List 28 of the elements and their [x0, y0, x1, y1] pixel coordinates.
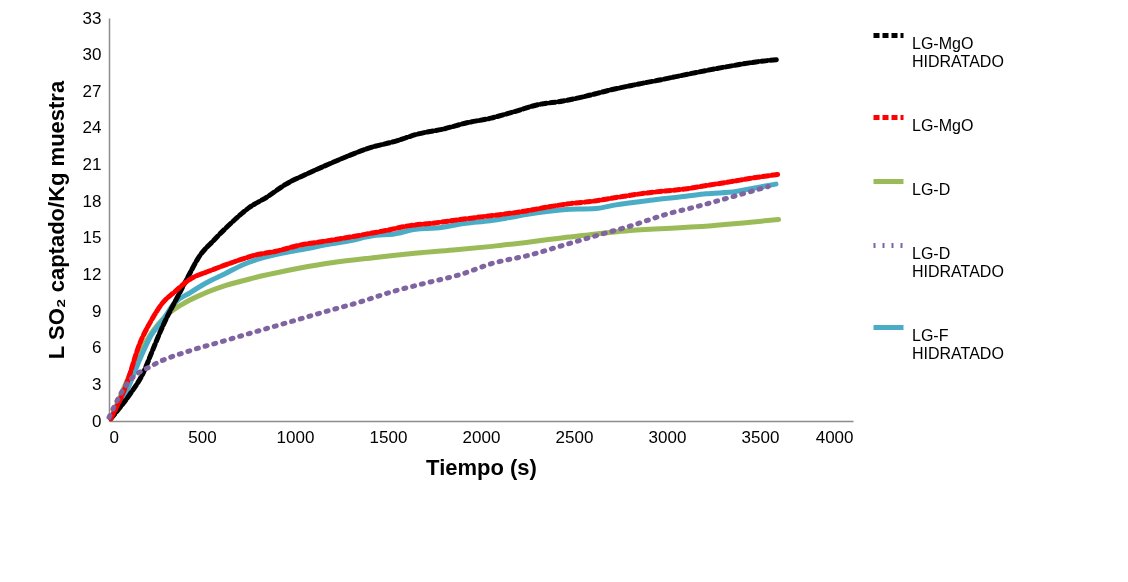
y-tick-label: 0 — [92, 411, 102, 431]
legend-label: LG-MgO — [912, 116, 974, 134]
y-tick-label: 9 — [92, 301, 102, 321]
legend-label: LG-D HIDRATADO — [912, 244, 1004, 280]
x-tick-label: 3000 — [648, 427, 687, 447]
x-tick-label: 0 — [109, 427, 119, 447]
y-tick-label: 33 — [82, 8, 102, 28]
y-tick-label: 21 — [82, 155, 102, 175]
x-axis-title: Tiempo (s) — [426, 454, 537, 480]
y-tick-label: 6 — [92, 338, 102, 358]
y-tick-label: 30 — [82, 45, 102, 65]
x-tick-label: 2000 — [462, 427, 501, 447]
y-axis-title: L SO₂ captado/Kg muestra — [43, 80, 69, 360]
y-tick-label: 12 — [82, 264, 102, 284]
y-tick-label: 15 — [82, 228, 102, 248]
legend-label: LG-MgO HIDRATADO — [912, 34, 1004, 70]
x-tick-label: 500 — [188, 427, 217, 447]
legend-label: LG-F HIDRATADO — [912, 326, 1004, 362]
x-tick-label: 3500 — [741, 427, 780, 447]
y-tick-label: 27 — [82, 81, 102, 101]
x-tick-label: 2500 — [555, 427, 594, 447]
y-tick-label: 18 — [82, 191, 102, 211]
y-tick-label: 3 — [92, 374, 102, 394]
x-tick-label: 1500 — [369, 427, 408, 447]
legend-label: LG-D — [912, 180, 951, 198]
x-tick-label: 1000 — [276, 427, 315, 447]
x-tick-label: 4000 — [815, 427, 854, 447]
y-tick-label: 24 — [82, 118, 102, 138]
